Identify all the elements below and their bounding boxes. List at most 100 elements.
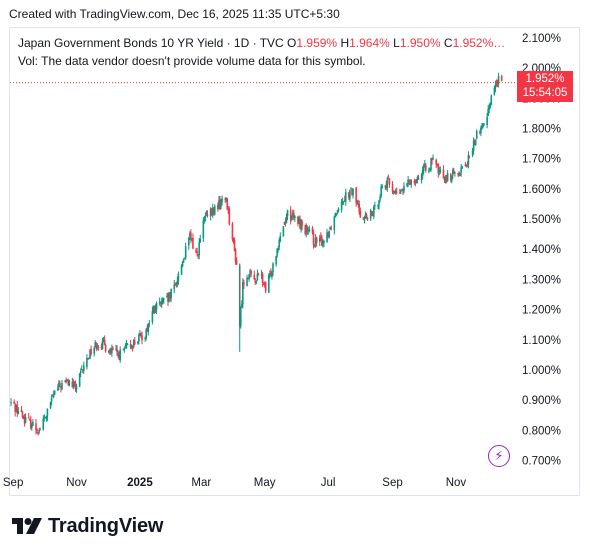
candle-body — [437, 164, 440, 174]
candle-body — [152, 305, 155, 313]
candle-body — [52, 394, 55, 397]
candle-body — [115, 349, 117, 351]
candle-body — [277, 248, 279, 250]
lightning-icon[interactable]: ⚡ — [488, 445, 510, 467]
candle-body — [67, 380, 70, 385]
candle-body — [14, 404, 16, 412]
candle-body — [380, 187, 382, 197]
candle-body — [234, 248, 237, 262]
candle-body — [370, 211, 373, 213]
candle-body — [59, 383, 61, 387]
candle-body — [408, 180, 410, 182]
candle-body — [294, 215, 296, 219]
candle-body — [374, 205, 376, 207]
candle-body — [488, 107, 491, 110]
candle-body — [226, 198, 229, 210]
candle-body — [198, 242, 200, 256]
tradingview-logo-icon — [12, 518, 42, 534]
candle-body — [36, 429, 38, 432]
candle-body — [362, 217, 365, 220]
candle-body — [334, 213, 337, 218]
candle-body — [218, 199, 220, 209]
candle-body — [206, 214, 209, 216]
candle-body — [241, 303, 243, 308]
candle-body — [202, 220, 205, 239]
candle-body — [38, 429, 40, 433]
candle-body — [321, 237, 323, 246]
candle-body — [209, 208, 212, 217]
candle-body — [210, 208, 213, 215]
y-tick-label: 1.200% — [522, 305, 561, 317]
candle-body — [445, 178, 448, 180]
candle-body — [132, 339, 135, 348]
candle-body — [42, 418, 45, 430]
candle-body — [329, 226, 331, 230]
candle-body — [344, 192, 347, 202]
candle-body — [239, 307, 242, 327]
candle-body — [173, 284, 176, 290]
candle-body — [131, 346, 134, 349]
candle-body — [425, 165, 427, 171]
candle-body — [260, 274, 263, 276]
candle-body — [421, 169, 424, 176]
candle-body — [493, 87, 496, 95]
candle-body — [102, 340, 105, 342]
candle-body — [147, 323, 150, 333]
candle-body — [107, 350, 110, 353]
candle-body — [15, 405, 18, 412]
candle-body — [350, 188, 352, 190]
candle-body — [454, 172, 456, 174]
candle-body — [211, 208, 214, 216]
candle-body — [160, 300, 163, 305]
candle-body — [410, 180, 413, 185]
candle-body — [487, 108, 489, 116]
candle-body — [75, 386, 78, 390]
candle-body — [119, 349, 121, 361]
symbol-title[interactable]: Japan Government Bonds 10 YR Yield · 1D … — [18, 36, 284, 50]
candle-body — [278, 240, 281, 247]
candle-body — [381, 186, 383, 189]
candle-body — [393, 191, 396, 193]
candle-body — [313, 244, 316, 246]
candle-body — [301, 221, 303, 226]
candle-body — [199, 239, 202, 243]
y-tick-label: 0.800% — [522, 425, 561, 437]
candle-body — [97, 346, 100, 348]
candle-body — [137, 342, 139, 344]
candle-body — [182, 259, 185, 263]
candle-body — [341, 201, 344, 203]
tradingview-logo[interactable]: TradingView — [12, 514, 163, 538]
candle-body — [269, 273, 271, 275]
candle-body — [220, 201, 222, 207]
candle-body — [439, 170, 442, 173]
candle-body — [335, 213, 338, 215]
candle-body — [420, 174, 423, 181]
candle-body — [384, 185, 387, 188]
candle-body — [189, 233, 191, 238]
candle-body — [472, 140, 475, 151]
candle-body — [155, 302, 158, 310]
candle-body — [446, 173, 449, 181]
candle-body — [365, 214, 368, 218]
candle-body — [305, 225, 308, 234]
candle-body — [250, 270, 252, 274]
candle-body — [100, 347, 103, 349]
candle-body — [320, 236, 322, 239]
candle-body — [392, 190, 395, 192]
candle-body — [355, 187, 357, 203]
candle-body — [261, 273, 264, 283]
candle-body — [213, 206, 216, 215]
candle-body — [78, 373, 81, 387]
candle-body — [13, 401, 15, 404]
candle-body — [494, 84, 497, 89]
candle-body — [17, 411, 20, 415]
brand-name: TradingView — [48, 514, 164, 537]
candle-body — [323, 240, 325, 244]
y-tick-label: 1.400% — [522, 244, 561, 256]
candle-body — [401, 189, 403, 191]
candle-body — [247, 277, 249, 279]
candle-body — [402, 188, 404, 192]
candle-body — [359, 210, 362, 218]
candle-body — [286, 210, 289, 217]
